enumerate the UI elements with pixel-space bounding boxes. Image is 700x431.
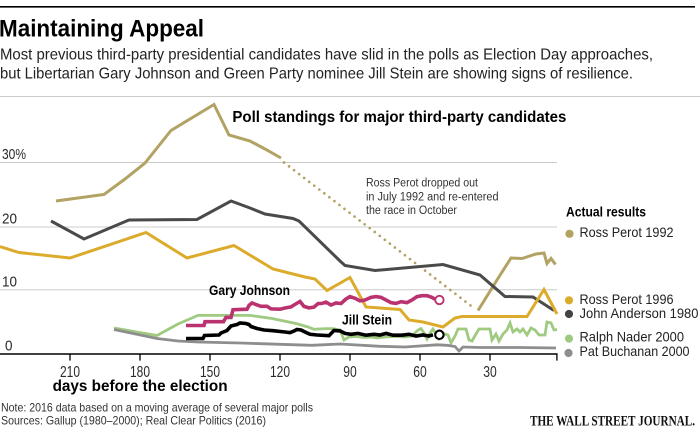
- svg-text:the race in October: the race in October: [366, 205, 457, 217]
- svg-text:Ross Perot dropped out: Ross Perot dropped out: [366, 178, 479, 190]
- svg-text:Poll standings for major third: Poll standings for major third-party can…: [232, 109, 566, 126]
- svg-text:Gary Johnson: Gary Johnson: [209, 282, 290, 298]
- svg-text:30: 30: [483, 364, 497, 381]
- svg-text:150: 150: [200, 364, 220, 381]
- svg-text:60: 60: [413, 364, 427, 381]
- svg-text:Ralph Nader 2000: Ralph Nader 2000: [580, 329, 685, 345]
- svg-text:10: 10: [2, 273, 17, 290]
- svg-text:Ross Perot 1992: Ross Perot 1992: [580, 224, 674, 240]
- svg-text:Jill Stein: Jill Stein: [342, 312, 392, 328]
- svg-text:180: 180: [130, 364, 150, 381]
- svg-text:20: 20: [2, 211, 17, 228]
- svg-text:Note: 2016 data based on a mov: Note: 2016 data based on a moving averag…: [1, 402, 313, 415]
- svg-text:30%: 30%: [2, 146, 26, 163]
- svg-text:0: 0: [5, 338, 13, 355]
- svg-text:John Anderson 1980: John Anderson 1980: [580, 305, 699, 321]
- svg-text:in July 1992 and re-entered: in July 1992 and re-entered: [366, 191, 499, 203]
- svg-text:120: 120: [270, 364, 290, 381]
- svg-text:90: 90: [343, 364, 357, 381]
- svg-text:Pat Buchanan 2000: Pat Buchanan 2000: [580, 343, 690, 359]
- svg-text:Maintaining Appeal: Maintaining Appeal: [0, 16, 204, 43]
- svg-text:Ross Perot 1996: Ross Perot 1996: [580, 291, 674, 307]
- svg-text:but Libertarian Gary Johnson a: but Libertarian Gary Johnson and Green P…: [0, 66, 633, 83]
- svg-text:Sources: Gallup (1980–2000); R: Sources: Gallup (1980–2000); Real Clear …: [1, 415, 266, 428]
- svg-text:210: 210: [60, 364, 80, 381]
- svg-text:Most previous third-party pres: Most previous third-party presidential c…: [0, 47, 653, 64]
- svg-text:Actual results: Actual results: [566, 205, 646, 220]
- svg-text:days before the election: days before the election: [53, 378, 228, 395]
- svg-text:THE WALL STREET JOURNAL.: THE WALL STREET JOURNAL.: [530, 413, 695, 429]
